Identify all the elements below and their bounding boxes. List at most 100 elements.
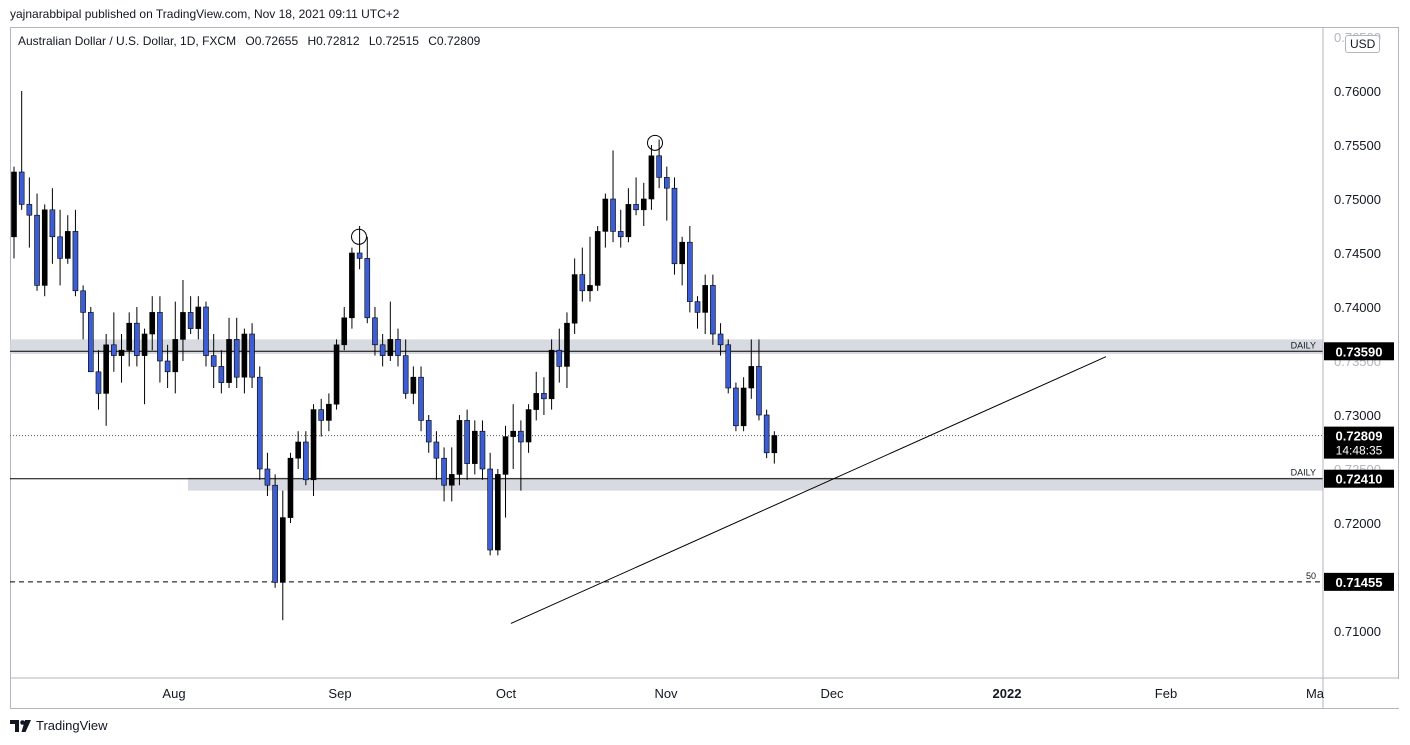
candle-body xyxy=(587,285,593,292)
candle-body xyxy=(564,322,570,367)
candle-body xyxy=(272,484,278,583)
candle-body xyxy=(218,366,225,383)
candle-body xyxy=(126,322,132,351)
price-tick-label: 0.76000 xyxy=(1334,84,1381,99)
price-tick-label: 0.74500 xyxy=(1334,246,1381,261)
candle-body xyxy=(725,344,732,389)
candle-body xyxy=(233,339,240,378)
candle-body xyxy=(349,252,355,319)
candle-body xyxy=(310,409,317,481)
candle-body xyxy=(172,339,179,373)
candle-body xyxy=(364,258,371,319)
candle-body xyxy=(548,349,555,400)
candle-body xyxy=(49,209,56,238)
countdown-label: 14:48:35 xyxy=(1336,444,1383,458)
candle-body xyxy=(748,366,755,389)
candle-body xyxy=(34,214,40,286)
price-label-badge xyxy=(1324,572,1394,591)
time-tick-label: Aug xyxy=(162,686,185,701)
candle-body xyxy=(57,236,63,259)
candle-body xyxy=(433,441,440,459)
candle-body xyxy=(679,241,685,265)
candle-body xyxy=(226,339,232,383)
candle-body xyxy=(487,468,493,551)
candle-body xyxy=(134,322,140,356)
candle-body xyxy=(771,435,778,454)
candle-body xyxy=(533,393,540,410)
candle-body xyxy=(602,198,609,232)
time-tick-label: 2022 xyxy=(993,686,1022,701)
time-tick-label: Nov xyxy=(654,686,678,701)
price-tick-label: 0.74000 xyxy=(1334,300,1381,315)
chart-frame xyxy=(10,27,1399,709)
candle-body xyxy=(502,436,509,475)
candle-body xyxy=(11,171,17,238)
candle-body xyxy=(425,420,432,443)
candle-body xyxy=(149,312,156,335)
candle-body xyxy=(379,344,386,356)
candle-body xyxy=(387,339,394,356)
candle-body xyxy=(249,333,255,378)
candle-body xyxy=(72,231,79,292)
candle-body xyxy=(510,430,517,437)
currency-button[interactable]: USD xyxy=(1345,35,1381,53)
candle-body xyxy=(525,409,532,443)
time-tick-label: Sep xyxy=(328,686,351,701)
levels-layer: DAILY DAILY 50 xyxy=(10,340,1323,583)
candle-body xyxy=(303,441,309,481)
candle-body xyxy=(141,333,148,356)
candle-body xyxy=(471,430,478,464)
ohlc-open: O0.72655 xyxy=(245,34,299,48)
candle-body xyxy=(64,231,71,259)
level-tag: DAILY xyxy=(1291,340,1316,350)
candle-body xyxy=(617,231,624,238)
time-tick-label: Oct xyxy=(496,686,517,701)
candle-body xyxy=(687,241,693,302)
price-tick-label: 0.71000 xyxy=(1334,624,1381,639)
candle-body xyxy=(702,285,709,313)
candle-body xyxy=(495,474,501,551)
time-tick-label: Ma xyxy=(1306,686,1325,701)
candle-body xyxy=(740,387,747,427)
candle-body xyxy=(663,177,670,189)
price-tick-label: 0.75000 xyxy=(1334,192,1381,207)
candle-body xyxy=(594,231,601,286)
candle-body xyxy=(648,155,655,200)
brand-name: TradingView xyxy=(36,718,108,733)
candle-body xyxy=(88,312,94,373)
candle-body xyxy=(295,441,301,459)
candle-body xyxy=(326,403,332,421)
price-tick-label: 0.73000 xyxy=(1334,408,1381,423)
candle-body xyxy=(318,409,325,421)
time-tick-label: Dec xyxy=(820,686,844,701)
candle-body xyxy=(556,349,563,367)
level-tag: 50 xyxy=(1306,571,1316,581)
candle-body xyxy=(694,301,701,313)
candle-body xyxy=(333,344,340,405)
candle-body xyxy=(710,285,716,335)
publisher-line: yajnarabbipal published on TradingView.c… xyxy=(10,7,400,21)
candle-body xyxy=(118,349,125,356)
candle-body xyxy=(103,344,109,394)
price-label-badge xyxy=(1324,426,1394,459)
candle-body xyxy=(579,274,586,292)
ohlc-low: L0.72515 xyxy=(368,34,419,48)
axis-corner xyxy=(1324,679,1399,708)
tradingview-brand[interactable]: TradingView xyxy=(10,718,108,733)
level-tag: DAILY xyxy=(1291,468,1316,478)
candle-body xyxy=(656,155,662,178)
candle-body xyxy=(372,317,378,346)
candle-body xyxy=(763,414,770,454)
candle-body xyxy=(541,393,547,400)
candle-body xyxy=(610,198,616,232)
price-label-badge xyxy=(1324,342,1394,361)
ohlc-close: C0.72809 xyxy=(428,34,481,48)
candle-body xyxy=(26,204,33,216)
tradingview-logo-icon xyxy=(10,719,31,732)
candle-body xyxy=(717,333,724,346)
swing-high-circle xyxy=(351,228,367,245)
candle-body xyxy=(733,387,739,427)
symbol-name: Australian Dollar / U.S. Dollar, 1D, FXC… xyxy=(18,34,237,48)
candle-body xyxy=(95,371,102,394)
